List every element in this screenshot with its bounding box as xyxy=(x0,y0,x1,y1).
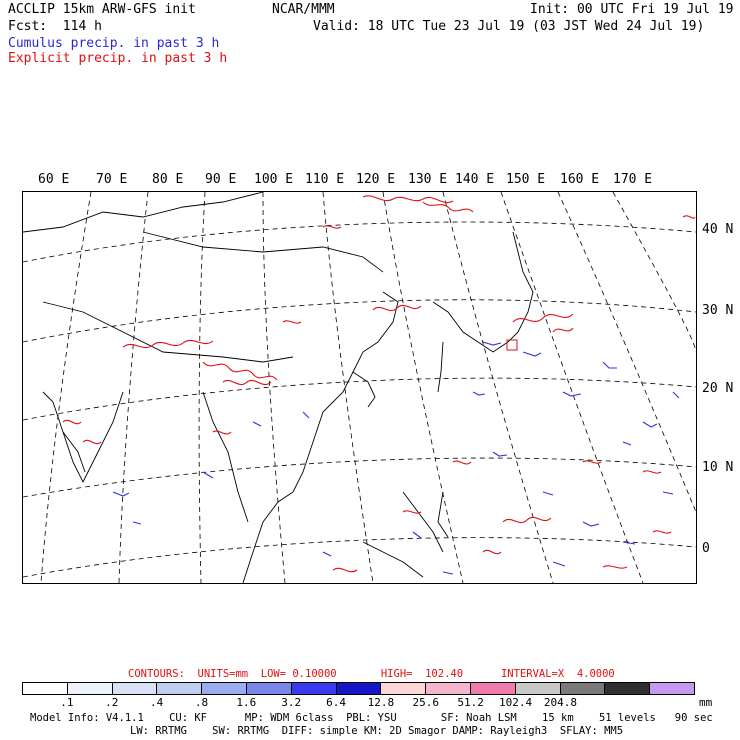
tick-label: 25.6 xyxy=(412,696,440,709)
init-time: Init: 00 UTC Fri 19 Jul 19 xyxy=(530,2,734,17)
tick-label: 102.4 xyxy=(498,696,533,709)
lat-label: 0 xyxy=(702,541,710,556)
cumulus-field-label: Cumulus precip. in past 3 h xyxy=(8,36,220,51)
cumulus-precip xyxy=(112,341,680,575)
lon-label: 70 E xyxy=(96,172,128,187)
model-info-line2: LW: RRTMG SW: RRTMG DIFF: simple KM: 2D … xyxy=(130,725,624,737)
explicit-precip xyxy=(62,195,696,573)
lat-label: 40 N xyxy=(702,222,734,237)
contours-info: CONTOURS: UNITS=mm LOW= 0.10000 HIGH= 10… xyxy=(128,668,615,680)
lon-label: 160 E xyxy=(560,172,600,187)
tick-label: 1.6 xyxy=(236,696,257,709)
lat-label: 30 N xyxy=(702,303,734,318)
tick-label: 12.8 xyxy=(367,696,395,709)
color-swatch xyxy=(246,683,292,694)
valid-time: Valid: 18 UTC Tue 23 Jul 19 (03 JST Wed … xyxy=(313,19,705,34)
map-canvas xyxy=(23,192,696,583)
tick-label: 204.8 xyxy=(543,696,577,709)
lat-label: 20 N xyxy=(702,381,734,396)
explicit-field-label: Explicit precip. in past 3 h xyxy=(8,51,228,66)
lon-label: 100 E xyxy=(254,172,294,187)
tick-label: .8 xyxy=(194,696,209,709)
lon-label: 130 E xyxy=(408,172,448,187)
model-title: ACCLIP 15km ARW-GFS init xyxy=(8,2,196,17)
color-swatch xyxy=(157,683,203,694)
color-swatch xyxy=(23,683,68,694)
color-scale-bar xyxy=(22,682,695,695)
region-marker xyxy=(506,339,518,351)
tick-label: 6.4 xyxy=(326,696,346,709)
org-label: NCAR/MMM xyxy=(272,2,335,17)
lon-label: 170 E xyxy=(613,172,653,187)
coastlines xyxy=(23,192,534,583)
color-swatch xyxy=(560,683,606,694)
tick-label: 51.2 xyxy=(457,696,484,709)
lon-label: 90 E xyxy=(205,172,237,187)
color-swatch xyxy=(650,683,694,694)
color-swatch xyxy=(470,683,516,694)
precip-map xyxy=(22,191,697,584)
color-swatch xyxy=(112,683,158,694)
graticule xyxy=(23,192,696,583)
color-swatch xyxy=(202,683,247,694)
lon-label: 80 E xyxy=(152,172,184,187)
lon-label: 150 E xyxy=(506,172,546,187)
lon-label: 60 E xyxy=(38,172,70,187)
color-swatch xyxy=(426,683,471,694)
color-swatch xyxy=(67,683,113,694)
color-swatch xyxy=(336,683,382,694)
tick-label: .2 xyxy=(105,696,119,709)
legend-units: mm xyxy=(699,696,713,709)
lon-label: 120 E xyxy=(356,172,396,187)
tick-label: .1 xyxy=(60,696,74,709)
lon-label: 140 E xyxy=(455,172,495,187)
lat-label: 10 N xyxy=(702,460,734,475)
color-swatch xyxy=(291,683,337,694)
forecast-hour: Fcst: 114 h xyxy=(8,19,102,34)
model-info-line1: Model Info: V4.1.1 CU: KF MP: WDM 6class… xyxy=(30,712,713,724)
color-swatch xyxy=(515,683,561,694)
tick-label: .4 xyxy=(149,696,164,709)
color-swatch xyxy=(605,683,651,694)
color-swatch xyxy=(381,683,427,694)
tick-label: 3.2 xyxy=(281,696,302,709)
lon-label: 110 E xyxy=(305,172,345,187)
